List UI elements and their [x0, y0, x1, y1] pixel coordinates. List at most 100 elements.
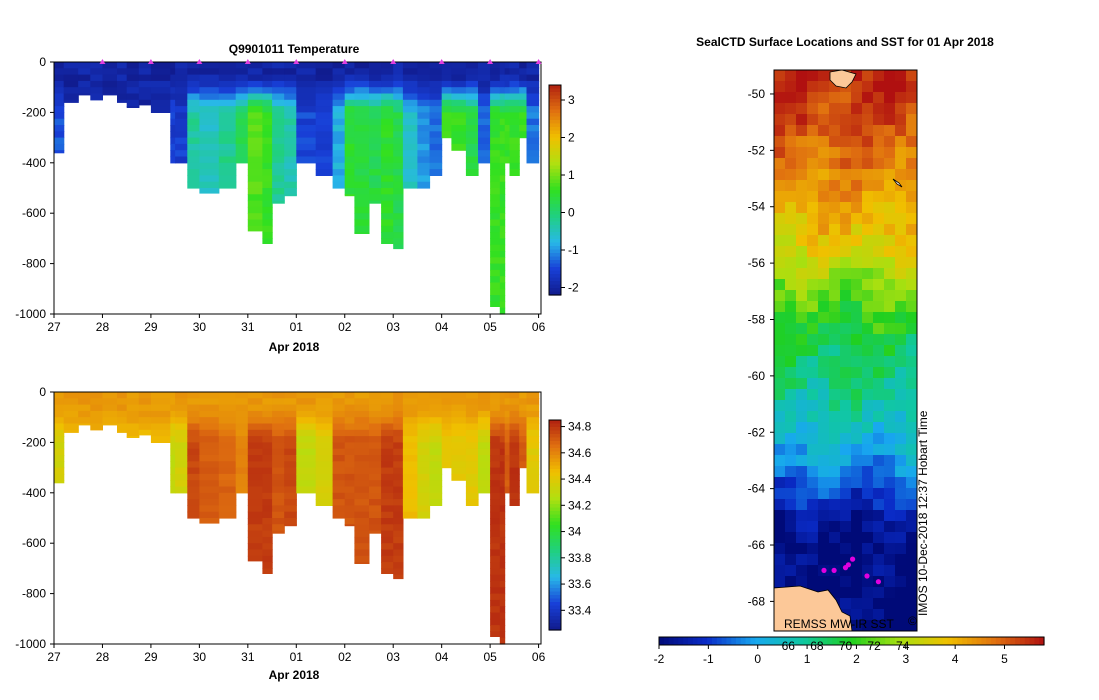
section-cell — [63, 423, 79, 431]
sst-pixel — [807, 235, 819, 247]
section-cell — [490, 257, 501, 265]
section-cell — [504, 118, 511, 126]
sst-pixel — [895, 378, 907, 390]
section-cell — [504, 106, 511, 113]
section-cell — [441, 74, 452, 82]
sst-pixel — [851, 499, 863, 511]
sst-pixel — [785, 180, 797, 192]
section-cell — [63, 410, 79, 418]
section-cell — [381, 219, 394, 227]
sst-pixel — [807, 455, 819, 467]
section-cell — [478, 118, 491, 126]
section-cell — [332, 486, 346, 494]
sst-colorbar-segment — [976, 637, 982, 645]
section-cell — [490, 295, 501, 302]
section-cell — [441, 417, 452, 425]
section-cell — [284, 137, 297, 145]
section-cell — [332, 410, 346, 418]
section-cell — [393, 486, 404, 494]
temperature-x-label: Apr 2018 — [269, 340, 320, 354]
section-cell — [117, 392, 128, 399]
sst-pixel — [906, 334, 918, 346]
sst-map-title: SealCTD Surface Locations and SST for 01… — [696, 35, 994, 49]
section-cell — [284, 106, 297, 113]
sst-pixel — [796, 268, 808, 280]
section-cell — [381, 93, 394, 101]
section-cell — [499, 181, 506, 189]
sst-pixel — [840, 279, 852, 291]
y-tick-label: 0 — [39, 55, 46, 69]
section-cell — [381, 436, 394, 443]
section-cell — [519, 392, 528, 399]
sst-pixel — [807, 169, 819, 181]
section-cell — [262, 156, 273, 164]
sst-colorbar-segment — [798, 637, 804, 645]
section-cell — [235, 74, 249, 82]
section-cell — [393, 175, 404, 183]
colorbar-segment — [549, 235, 561, 240]
sst-pixel — [851, 521, 863, 533]
section-cell — [170, 423, 176, 431]
section-cell — [417, 68, 431, 76]
section-cell — [369, 499, 382, 506]
section-cell — [332, 511, 346, 519]
colorbar-segment — [549, 130, 561, 135]
sst-pixel — [895, 554, 907, 566]
section-cell — [478, 156, 491, 164]
copyright-symbol: © — [908, 614, 917, 628]
section-cell — [272, 410, 285, 418]
sst-pixel — [862, 213, 874, 225]
section-cell — [381, 480, 394, 488]
section-cell — [478, 80, 491, 88]
section-cell — [381, 524, 394, 532]
section-cell — [504, 423, 511, 431]
section-cell — [393, 150, 404, 158]
section-cell — [499, 417, 506, 425]
section-cell — [117, 410, 128, 418]
section-cell — [344, 169, 355, 176]
section-cell — [526, 410, 540, 418]
section-cell — [490, 492, 501, 500]
section-cell — [504, 68, 511, 76]
sst-colorbar-segment — [1015, 637, 1021, 645]
sst-colorbar-segment — [769, 637, 776, 645]
sst-pixel — [829, 521, 841, 533]
sst-pixel — [895, 213, 907, 225]
section-cell — [170, 436, 176, 443]
salinity-section-panel: 0-200-400-600-800-1000 27 28 29 30 31 01 02 03 0… — [15, 385, 591, 682]
sst-pixel — [884, 147, 896, 159]
sst-pixel — [796, 279, 808, 291]
section-cell — [490, 511, 501, 519]
sst-pixel — [851, 587, 863, 599]
section-cell — [235, 455, 249, 462]
section-cell — [272, 188, 285, 195]
section-cell — [315, 429, 334, 437]
sst-pixel — [906, 532, 918, 544]
section-cell — [262, 93, 273, 101]
section-cell — [170, 455, 176, 462]
sst-pixel — [796, 235, 808, 247]
section-cell — [465, 499, 479, 506]
section-cell — [417, 87, 431, 95]
section-cell — [490, 404, 501, 412]
section-cell — [381, 536, 394, 544]
section-cell — [381, 106, 394, 113]
section-cell — [381, 549, 394, 557]
colorbar-tick-label: 34.2 — [568, 498, 592, 512]
sst-pixel — [873, 477, 885, 489]
section-cell — [262, 200, 273, 208]
section-cell — [262, 74, 273, 82]
sst-pixel — [851, 103, 863, 115]
section-cell — [296, 417, 317, 425]
section-cell — [429, 137, 443, 145]
sst-pixel — [818, 455, 830, 467]
sst-pixel — [818, 257, 830, 269]
section-cell — [369, 461, 382, 469]
section-cell — [429, 162, 443, 170]
section-cell — [465, 467, 479, 475]
section-cell — [526, 99, 540, 107]
sst-pixel — [840, 92, 852, 104]
section-cell — [218, 436, 237, 443]
section-cell — [284, 473, 297, 481]
section-cell — [199, 492, 220, 500]
